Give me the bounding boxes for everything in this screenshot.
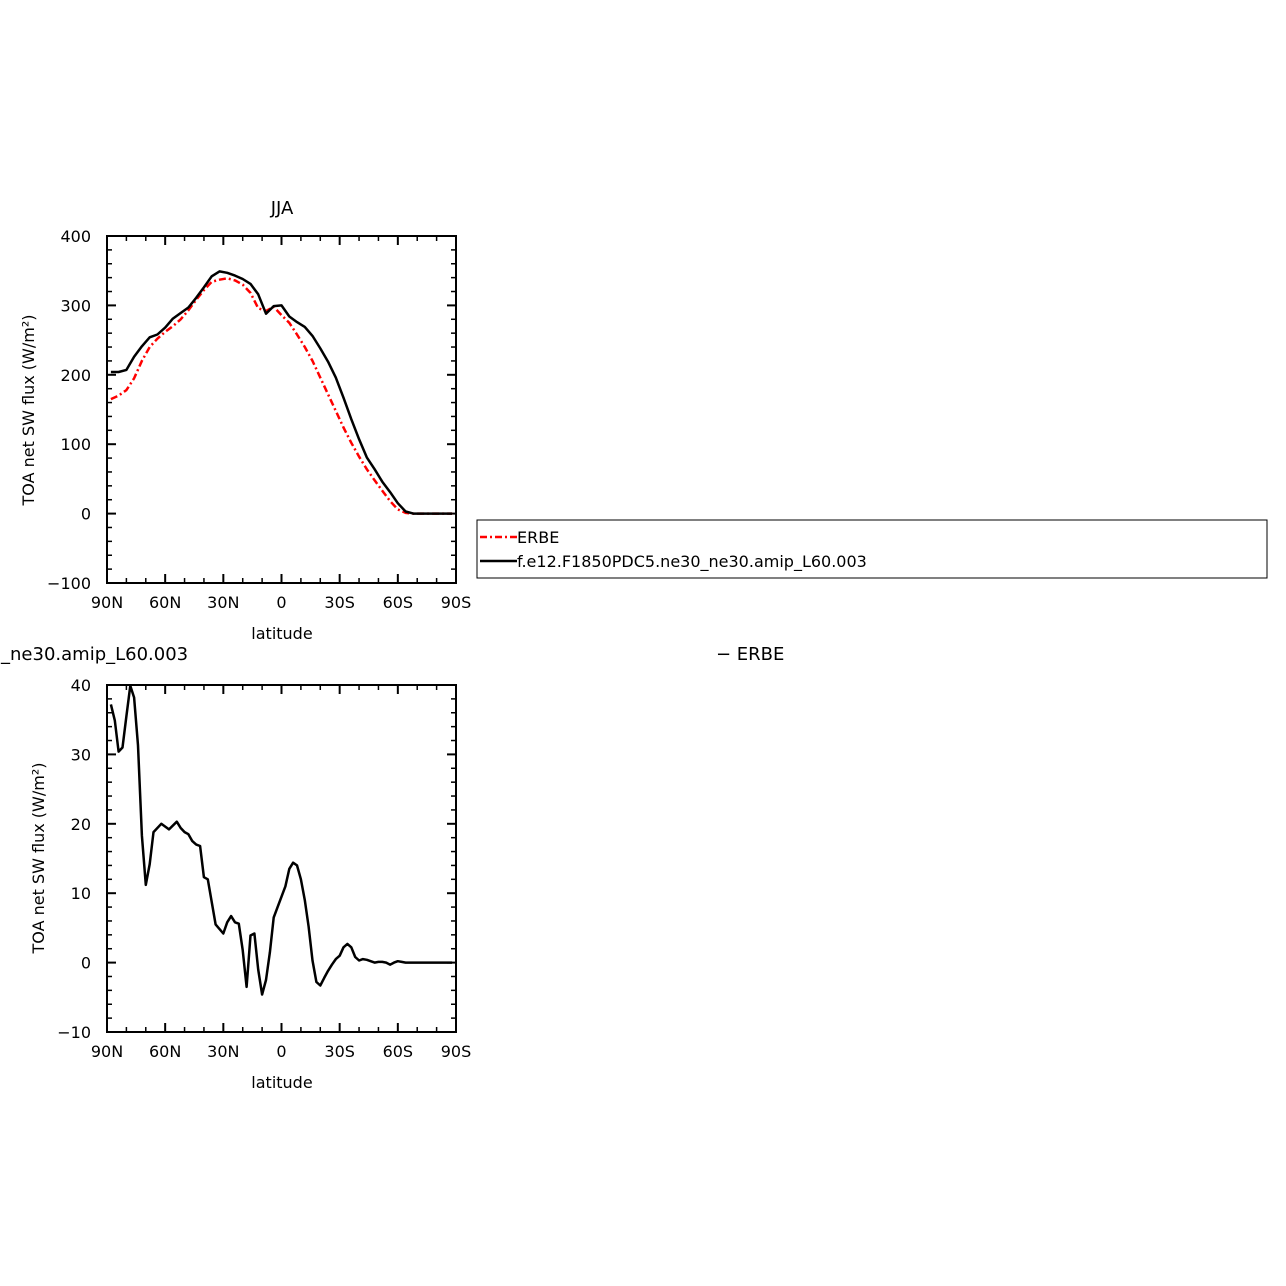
chart-title: JJA — [270, 198, 294, 219]
x-tick-label: 0 — [276, 1042, 286, 1061]
y-tick-label: 20 — [71, 815, 91, 834]
x-axis-label: latitude — [251, 624, 312, 643]
series-group — [109, 684, 453, 996]
y-axis-label: TOA net SW flux (W/m²) — [19, 315, 38, 507]
plot-frame — [106, 235, 457, 584]
y-tick-label: 40 — [71, 676, 91, 695]
y-tick-label: −100 — [47, 574, 91, 593]
y-axis-label: TOA net SW flux (W/m²) — [29, 763, 48, 955]
axis-ticks: −10 0 10 20 30 40 90N 60N 30N 0 30S 60S 90S — [57, 676, 471, 1061]
x-tick-label: 90N — [91, 593, 123, 612]
series-line-2 — [110, 270, 453, 515]
chart-title-left: )_ne30.amip_L60.003 — [0, 644, 188, 665]
y-tick-label: 10 — [71, 884, 91, 903]
legend-entry-erbe: ERBE — [517, 528, 559, 547]
x-tick-label: 30S — [324, 1042, 355, 1061]
y-tick-label: 200 — [60, 366, 91, 385]
x-tick-label: 90S — [441, 593, 472, 612]
legend: ERBE f.e12.F1850PDC5.ne30_ne30.amip_L60.… — [476, 519, 1268, 579]
series-group — [110, 270, 453, 515]
chart-title-right: − ERBE — [716, 644, 784, 665]
plot-frame — [106, 684, 457, 1033]
axis-ticks: −100 0 100 200 300 400 90N 60N 30N 0 30S 60S 90S — [47, 227, 471, 612]
chart-difference: )_ne30.amip_L60.003 − ERBE TOA net SW fl… — [0, 644, 784, 1092]
y-tick-label: −10 — [57, 1023, 91, 1042]
y-tick-label: 0 — [81, 505, 91, 524]
x-tick-label: 60N — [149, 1042, 181, 1061]
x-tick-label: 30S — [324, 593, 355, 612]
chart-jja: JJA TOA net SW flux (W/m²) latitude −100… — [19, 198, 471, 643]
series-line-1 — [110, 277, 453, 515]
x-tick-label: 30N — [207, 593, 239, 612]
x-tick-label: 30N — [207, 1042, 239, 1061]
y-tick-label: 100 — [60, 435, 91, 454]
x-tick-label: 60S — [383, 593, 414, 612]
x-tick-label: 60S — [383, 1042, 414, 1061]
x-tick-label: 0 — [276, 593, 286, 612]
x-tick-label: 90S — [441, 1042, 472, 1061]
legend-box — [476, 519, 1268, 579]
y-tick-label: 400 — [60, 227, 91, 246]
x-tick-label: 90N — [91, 1042, 123, 1061]
y-tick-label: 30 — [71, 745, 91, 764]
x-axis-label: latitude — [251, 1073, 312, 1092]
x-tick-label: 60N — [149, 593, 181, 612]
series-line-1 — [109, 684, 453, 996]
y-tick-label: 0 — [81, 954, 91, 973]
y-tick-label: 300 — [60, 296, 91, 315]
legend-entry-model: f.e12.F1850PDC5.ne30_ne30.amip_L60.003 — [517, 552, 867, 572]
